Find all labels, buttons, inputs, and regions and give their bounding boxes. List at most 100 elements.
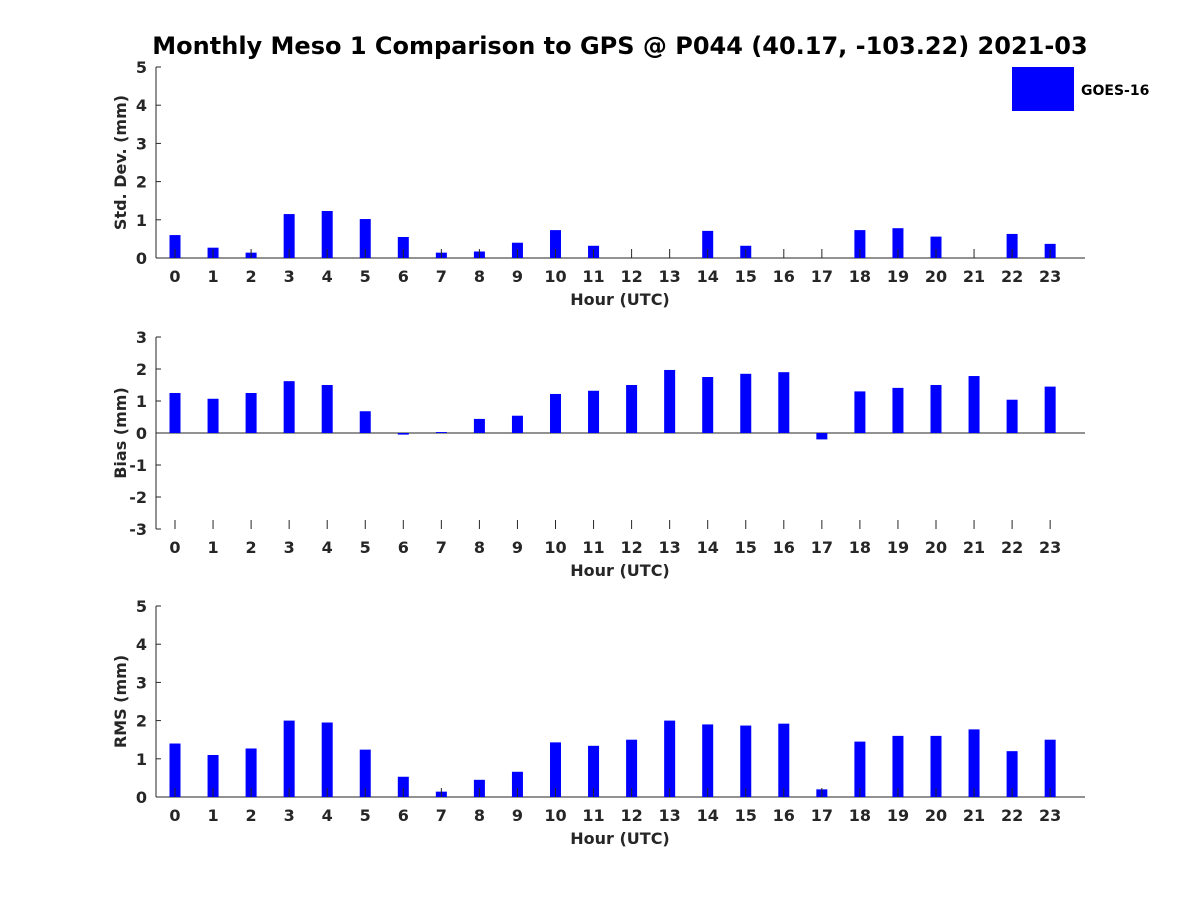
bar — [626, 739, 638, 797]
bar — [245, 393, 257, 433]
y-tick-label: 3 — [136, 134, 147, 153]
x-axis-label: Hour (UTC) — [570, 561, 670, 580]
bar — [511, 415, 523, 433]
y-tick-label: 3 — [136, 673, 147, 692]
x-tick-label: 6 — [398, 538, 409, 557]
bar — [968, 729, 980, 797]
x-tick-label: 23 — [1039, 538, 1061, 557]
bar — [778, 372, 790, 433]
bar — [359, 411, 371, 433]
x-tick-label: 4 — [322, 806, 333, 825]
x-tick-label: 10 — [544, 267, 566, 286]
bar — [892, 228, 904, 258]
y-tick-label: 1 — [136, 392, 147, 411]
x-tick-label: 0 — [169, 267, 180, 286]
x-tick-label: 7 — [436, 538, 447, 557]
bar — [397, 776, 409, 797]
x-tick-label: 12 — [620, 267, 642, 286]
x-tick-label: 22 — [1001, 267, 1023, 286]
x-tick-label: 14 — [697, 267, 719, 286]
x-tick-label: 16 — [773, 538, 795, 557]
bar — [588, 390, 600, 433]
x-tick-label: 8 — [474, 538, 485, 557]
bar — [283, 720, 295, 797]
x-tick-label: 7 — [436, 267, 447, 286]
bar — [397, 433, 409, 435]
x-tick-label: 14 — [697, 538, 719, 557]
x-tick-label: 11 — [582, 806, 604, 825]
bar — [664, 720, 676, 797]
x-tick-label: 21 — [963, 267, 985, 286]
bar — [740, 373, 752, 433]
bar — [1044, 386, 1056, 433]
x-tick-label: 23 — [1039, 267, 1061, 286]
x-tick-label: 14 — [697, 806, 719, 825]
bar — [664, 369, 676, 433]
y-tick-label: 0 — [136, 424, 147, 443]
y-tick-label: 2 — [136, 712, 147, 731]
x-tick-label: 19 — [887, 538, 909, 557]
bar — [1044, 739, 1056, 797]
bar — [588, 745, 600, 797]
y-tick-label: 0 — [136, 249, 147, 268]
x-tick-label: 3 — [284, 538, 295, 557]
x-tick-label: 10 — [544, 806, 566, 825]
x-tick-label: 19 — [887, 806, 909, 825]
x-tick-label: 20 — [925, 806, 947, 825]
x-tick-label: 3 — [284, 806, 295, 825]
x-tick-label: 3 — [284, 267, 295, 286]
x-tick-label: 17 — [811, 267, 833, 286]
x-tick-label: 12 — [620, 806, 642, 825]
bar — [778, 723, 790, 797]
bar — [359, 749, 371, 797]
x-tick-label: 11 — [582, 267, 604, 286]
bar — [550, 393, 561, 433]
bar — [550, 742, 561, 797]
bar — [435, 432, 447, 433]
bar — [816, 433, 828, 440]
x-tick-label: 16 — [773, 267, 795, 286]
bar — [626, 385, 638, 433]
y-axis-label: Bias (mm) — [111, 387, 130, 479]
x-tick-label: 17 — [811, 538, 833, 557]
x-tick-label: 20 — [925, 538, 947, 557]
x-tick-label: 10 — [544, 538, 566, 557]
legend: GOES-16 — [1012, 67, 1149, 111]
bar — [1006, 751, 1018, 797]
bar — [207, 754, 219, 797]
y-tick-label: -2 — [129, 488, 147, 507]
y-tick-label: 2 — [136, 173, 147, 192]
bar — [169, 393, 181, 433]
x-tick-label: 21 — [963, 538, 985, 557]
bar — [245, 748, 257, 797]
y-tick-label: 4 — [136, 96, 147, 115]
bar — [397, 236, 409, 258]
x-tick-label: 18 — [849, 538, 871, 557]
x-tick-label: 16 — [773, 806, 795, 825]
y-tick-label: 4 — [136, 635, 147, 654]
x-tick-label: 22 — [1001, 538, 1023, 557]
bar — [892, 735, 904, 797]
x-tick-label: 13 — [659, 538, 681, 557]
x-tick-label: 17 — [811, 806, 833, 825]
x-tick-label: 23 — [1039, 806, 1061, 825]
x-tick-label: 5 — [360, 538, 371, 557]
bar — [473, 418, 485, 433]
y-tick-label: 1 — [136, 211, 147, 230]
x-tick-label: 13 — [659, 806, 681, 825]
y-tick-label: -3 — [129, 520, 147, 539]
bar — [702, 724, 714, 797]
x-tick-label: 8 — [474, 806, 485, 825]
chart-title: Monthly Meso 1 Comparison to GPS @ P044 … — [152, 32, 1087, 60]
x-tick-label: 11 — [582, 538, 604, 557]
x-tick-label: 8 — [474, 267, 485, 286]
bar — [930, 735, 942, 797]
bar — [740, 725, 752, 797]
bar — [930, 385, 942, 433]
x-tick-label: 19 — [887, 267, 909, 286]
x-tick-label: 2 — [246, 538, 257, 557]
